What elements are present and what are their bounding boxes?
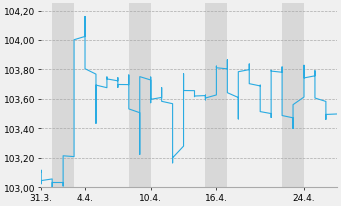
Bar (217, 4, 227, 187)
Bar (140, 4, 151, 187)
Bar (293, 4, 304, 187)
Bar (282, 4, 293, 187)
Bar (129, 4, 140, 187)
Bar (63, 4, 74, 187)
Bar (205, 4, 217, 187)
Bar (52, 4, 63, 187)
